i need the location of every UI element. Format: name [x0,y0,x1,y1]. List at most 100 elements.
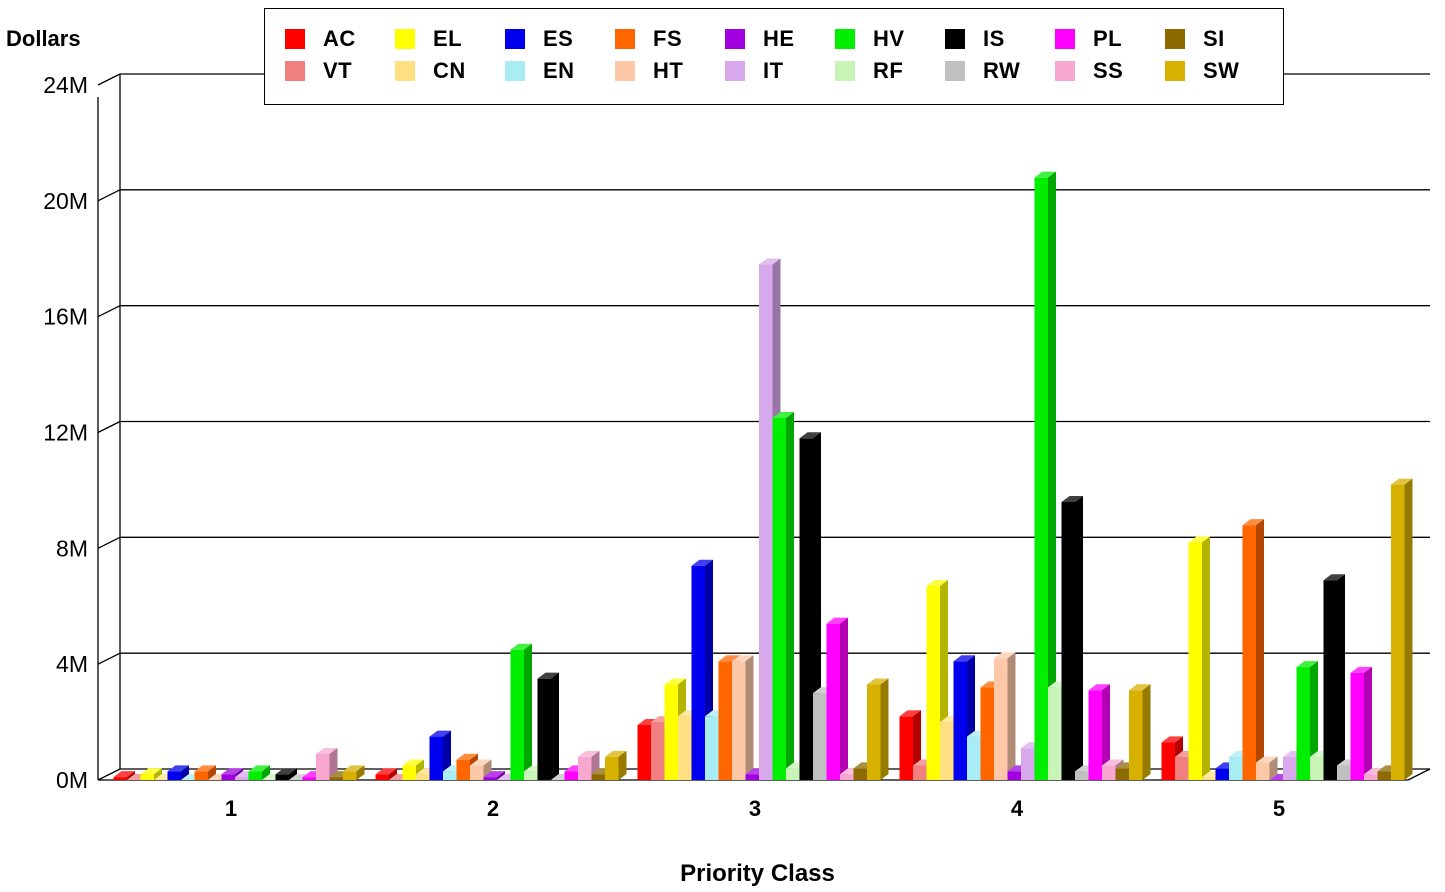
bar-top [402,759,424,766]
bar-front [664,684,678,780]
bar-hv-5 [1296,661,1318,780]
legend-item-el: EL [395,26,462,51]
bar-front [772,418,786,780]
legend-swatch [835,29,855,49]
bar-front [1048,687,1062,780]
bar-front [651,722,665,780]
bar-front [853,768,867,780]
bar-side [497,771,505,780]
bar-pl-3 [826,617,848,780]
legend-item-ss: SS [1055,58,1124,83]
bar-front [235,777,249,780]
bar-ht-5 [1256,756,1278,780]
bar-side [1269,756,1278,780]
legend-swatch [725,29,745,49]
legend-swatch [1055,61,1075,81]
bar-side [389,768,397,780]
legend-item-pl: PL [1055,26,1123,51]
x-axis-title: Priority Class [680,860,835,887]
bar-front [1075,771,1089,780]
bar-top [994,652,1016,659]
bar-hv-2 [510,643,532,780]
bar-side [208,765,216,780]
bar-top [578,750,600,757]
bar-front [1283,756,1297,780]
bar-front [564,771,578,780]
bar-front [1034,177,1048,780]
legend-label: SI [1203,26,1225,51]
bar-side [1102,684,1110,780]
bar-front [375,774,389,780]
bar-side [1048,171,1056,780]
bar-top [1088,684,1110,691]
bar-side [880,678,889,780]
bar-side [1142,684,1151,780]
legend-label: SW [1203,58,1240,83]
bar-es-1 [167,765,189,780]
legend-item-sw: SW [1165,58,1240,83]
y-tick-label: 24M [43,72,88,98]
gridline-depth [97,536,121,549]
bar-front [1021,748,1035,780]
bar-front [913,765,927,780]
legend-label: CN [433,58,466,83]
legend-item-ht: HT [615,58,683,83]
bar-front [1364,774,1378,780]
bar-front [705,716,719,780]
bar-front [524,771,538,780]
bar-front [994,658,1008,780]
gridline-depth [97,73,121,86]
x-tick-label: 3 [749,796,761,821]
bar-is-2 [537,672,559,780]
bar-side [524,643,532,780]
legend-item-it: IT [725,58,784,83]
bar-ac-4 [899,710,921,780]
legend-swatch [285,61,305,81]
bar-front [416,774,430,780]
bar-front [1256,762,1270,780]
bar-is-1 [275,768,297,780]
bar-front [1229,756,1243,780]
bar-front [329,777,343,780]
legend: AC EL ES FS HE HV IS PL SI VT CN EN HT IT RF RW SS SW [264,8,1284,105]
bar-top [221,768,243,775]
bar-front [167,771,181,780]
bar-front [605,756,619,780]
bar-top [248,765,270,772]
bar-fs-5 [1242,519,1264,780]
bar-front [1061,502,1075,780]
bar-ht-4 [994,652,1016,780]
bar-front [826,623,840,780]
bar-top [605,750,627,757]
bar-front [718,661,732,780]
bar-top [772,412,794,419]
bar-top [899,710,921,717]
legend-label: SS [1093,58,1124,83]
y-tick-label: 20M [43,188,88,214]
bar-pl-5 [1350,666,1372,780]
bar-front [1115,768,1129,780]
bar-front [953,661,967,780]
bar-sw-5 [1391,478,1413,780]
bar-top [194,765,216,772]
legend-swatch [615,29,635,49]
bars [113,171,1413,781]
bar-sw-1 [343,765,365,780]
bar-top [1391,478,1413,485]
bar-top [664,678,686,685]
bar-front [1188,542,1202,780]
bar-front [1323,580,1337,780]
bar-ht-2 [470,759,492,780]
bar-front [867,684,881,780]
bar-hv-1 [248,765,270,780]
bar-front [732,661,746,780]
bar-front [1350,672,1364,780]
bar-el-1 [140,768,162,780]
bar-front [1296,667,1310,780]
legend-label: PL [1093,26,1123,51]
bar-top [483,771,505,778]
bar-side [618,750,627,780]
bar-front [591,774,605,780]
bar-front [316,753,330,780]
bar-top [316,747,338,754]
